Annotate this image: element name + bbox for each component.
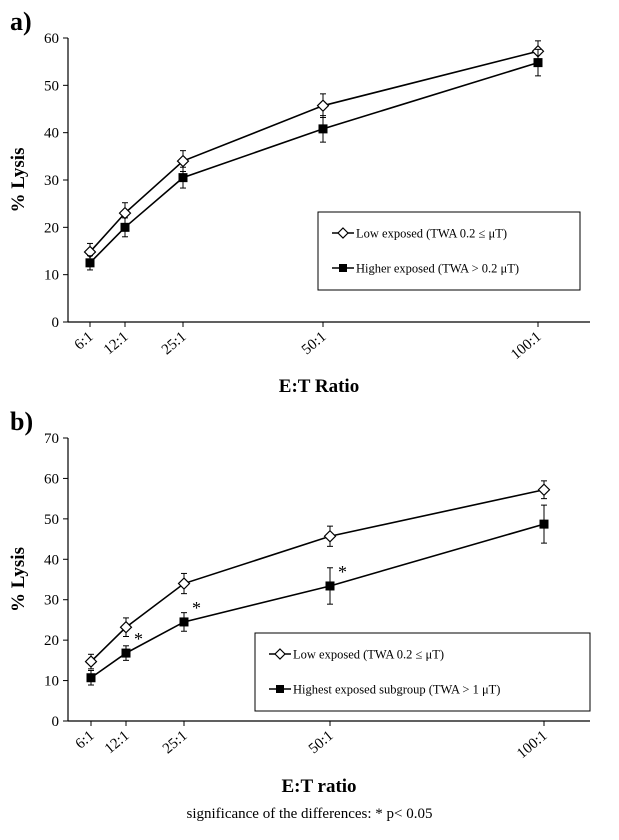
data-point-square — [120, 222, 130, 232]
data-point-square — [533, 58, 543, 68]
legend-label: Low exposed (TWA 0.2 ≤ μT) — [356, 227, 507, 241]
series-2 — [85, 48, 543, 271]
data-point-diamond — [177, 577, 191, 590]
panel-label: a) — [10, 7, 32, 36]
legend: Low exposed (TWA 0.2 ≤ μT) Higher exposed… — [317, 211, 581, 291]
y-tick-label: 0 — [52, 315, 60, 331]
y-tick-label: 50 — [44, 512, 59, 528]
data-point-diamond — [119, 620, 133, 634]
data-point-diamond — [316, 99, 330, 113]
y-tick-label: 30 — [44, 173, 59, 189]
significance-star: * — [338, 562, 347, 582]
y-tick-label: 70 — [44, 431, 59, 447]
y-tick-label: 10 — [44, 674, 59, 690]
legend-marker-diamond — [337, 227, 349, 239]
x-tick-label: 25:1 — [159, 329, 190, 358]
data-point-square — [85, 258, 95, 268]
significance-star: * — [134, 629, 143, 649]
x-tick-label: 25:1 — [160, 728, 191, 757]
y-tick-label: 30 — [44, 593, 59, 609]
y-tick-label: 0 — [52, 714, 60, 730]
x-tick-label: 50:1 — [306, 728, 337, 757]
legend-label: Higher exposed (TWA > 0.2 μT) — [356, 262, 519, 276]
legend-label: Highest exposed subgroup (TWA > 1 μT) — [293, 683, 500, 697]
series-1 — [84, 480, 551, 670]
y-tick-label: 40 — [44, 126, 59, 142]
legend-marker-square — [276, 685, 284, 693]
y-tick-label: 20 — [44, 633, 59, 649]
data-point-square — [325, 581, 335, 591]
y-tick-label: 50 — [44, 78, 59, 94]
data-point-square — [539, 519, 549, 529]
x-tick-label: 12:1 — [101, 329, 132, 358]
data-point-square — [178, 173, 188, 183]
chart-panel-2: b) 0 10 20 30 40 50 60 70 6:1 12:1 25:1 50:1 100:1 % L… — [8, 407, 591, 797]
legend: Low exposed (TWA 0.2 ≤ μT) Highest expose… — [254, 632, 591, 712]
y-tick-label: 40 — [44, 552, 59, 568]
y-axis-title: % Lysis — [8, 547, 29, 612]
data-point-square — [179, 617, 189, 627]
x-tick-label: 12:1 — [102, 728, 133, 757]
x-axis-title: E:T ratio — [281, 776, 356, 797]
legend-marker-diamond — [274, 648, 286, 660]
data-point-square — [121, 648, 131, 658]
series-2 — [86, 504, 549, 686]
chart-panel-1: a) 0 10 20 30 40 50 60 6:1 12:1 25:1 50:1 100:1 % Lys… — [8, 7, 590, 397]
panel-label: b) — [10, 407, 33, 436]
x-tick-label: 100:1 — [514, 728, 550, 762]
x-tick-label: 100:1 — [508, 329, 544, 363]
legend-marker-square — [339, 264, 347, 272]
data-point-diamond — [176, 154, 190, 168]
x-tick-label: 6:1 — [73, 728, 98, 753]
legend-box — [317, 211, 581, 291]
data-point-square — [86, 673, 96, 683]
legend-label: Low exposed (TWA 0.2 ≤ μT) — [293, 648, 444, 662]
y-tick-label: 60 — [44, 471, 59, 487]
y-tick-label: 60 — [44, 31, 59, 47]
data-point-diamond — [323, 529, 337, 543]
significance-star: * — [192, 598, 201, 618]
x-tick-label: 6:1 — [72, 329, 97, 354]
data-point-diamond — [537, 483, 551, 497]
y-axis-title: % Lysis — [8, 148, 29, 213]
y-tick-label: 20 — [44, 220, 59, 236]
x-axis-title: E:T Ratio — [279, 376, 359, 397]
x-tick-label: 50:1 — [299, 329, 330, 358]
y-tick-label: 10 — [44, 268, 59, 284]
data-point-diamond — [84, 655, 98, 668]
data-point-square — [318, 124, 328, 134]
legend-box — [254, 632, 591, 712]
footnote: significance of the differences: * p< 0.… — [186, 806, 433, 822]
